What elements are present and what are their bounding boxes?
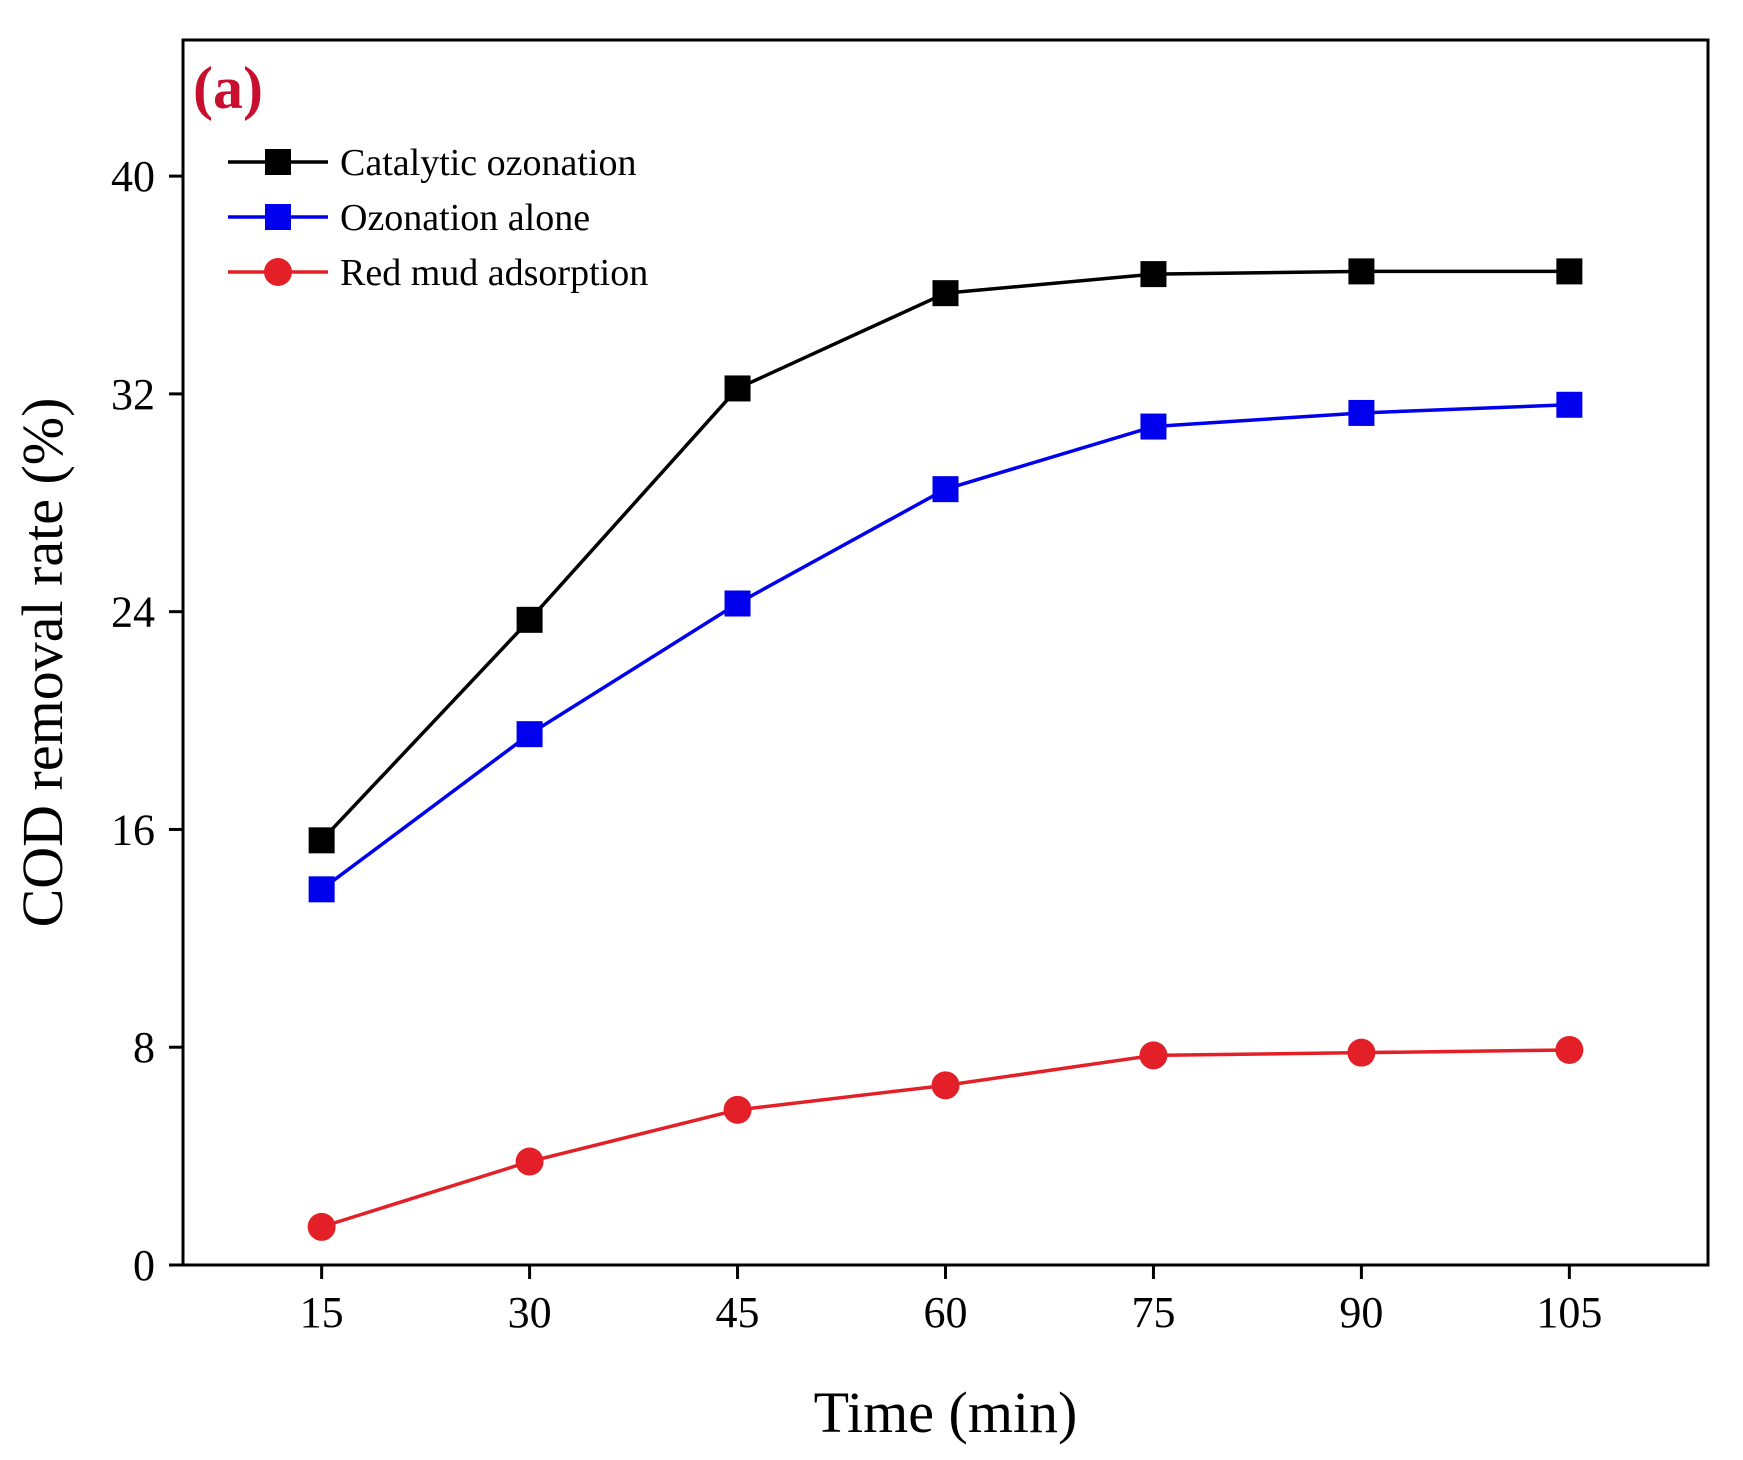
data-point [307,1212,336,1241]
data-point [1347,1038,1376,1067]
data-point [308,827,335,854]
x-tick-label: 60 [924,1288,968,1337]
data-point [308,876,335,903]
y-tick-label: 32 [111,370,155,419]
y-tick-label: 0 [133,1241,155,1290]
data-point [1140,261,1167,288]
data-point [1556,258,1583,285]
x-tick-label: 15 [300,1288,344,1337]
x-tick-label: 45 [716,1288,760,1337]
data-point [516,606,543,633]
y-tick-label: 40 [111,152,155,201]
data-point [1139,1041,1168,1070]
y-axis-title: COD removal rate (%) [10,398,75,928]
legend-label: Catalytic ozonation [340,142,637,184]
data-point [932,476,959,503]
data-point [516,721,543,748]
x-tick-label: 75 [1131,1288,1175,1337]
data-point [724,375,751,402]
series-1 [308,391,1583,903]
data-point [931,1071,960,1100]
y-tick-label: 16 [111,805,155,854]
x-tick-label: 90 [1339,1288,1383,1337]
series-2 [307,1035,1584,1241]
series-0 [308,258,1583,854]
legend-label: Red mud adsorption [340,252,648,294]
legend-item: Ozonation alone [228,197,590,239]
legend-marker [264,258,292,286]
data-point [724,590,751,617]
data-point [515,1147,544,1176]
x-tick-label: 30 [508,1288,552,1337]
x-axis-title: Time (min) [814,1380,1078,1445]
legend-item: Catalytic ozonation [228,142,637,184]
legend-marker [265,149,291,175]
data-point [932,280,959,307]
data-point [1348,258,1375,285]
legend-label: Ozonation alone [340,197,590,239]
y-tick-label: 24 [111,588,155,637]
legend-item: Red mud adsorption [228,252,648,294]
series-line [320,269,1570,842]
data-point [1348,399,1375,426]
data-point [1556,391,1583,418]
legend-marker [265,204,291,230]
y-tick-label: 8 [133,1023,155,1072]
data-point [1140,413,1167,440]
data-point [1555,1035,1584,1064]
x-tick-label: 105 [1536,1288,1602,1337]
data-point [723,1095,752,1124]
panel-label: (a) [193,55,263,121]
